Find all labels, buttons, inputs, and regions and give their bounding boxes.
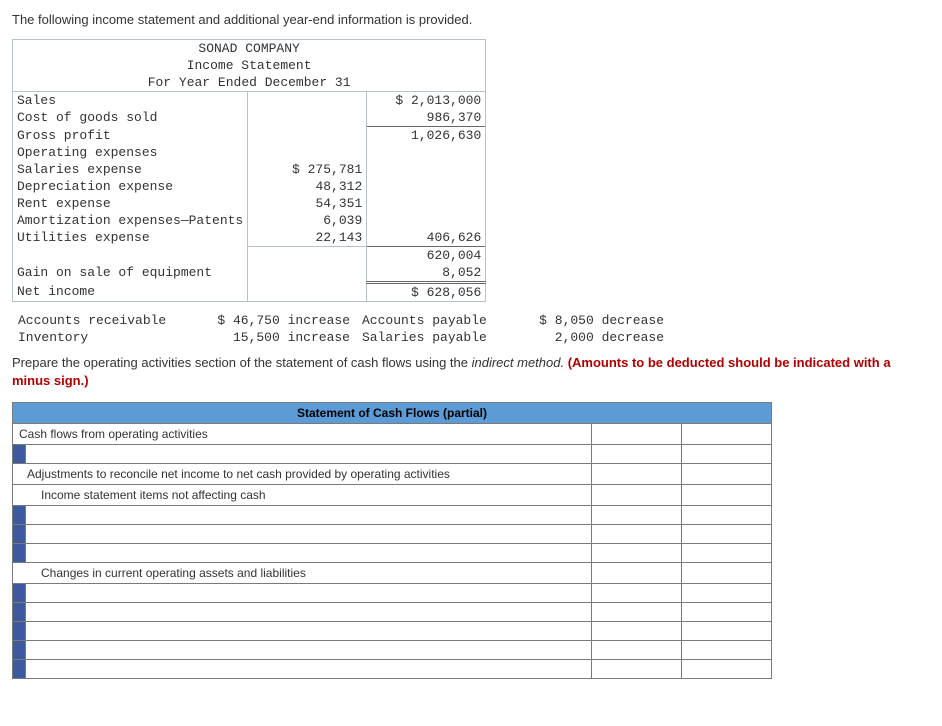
row-cogs-label: Cost of goods sold [13,109,248,127]
cf-row-is-items: Income statement items not affecting cas… [13,485,592,506]
cf-title: Statement of Cash Flows (partial) [13,403,772,424]
cf-marker[interactable] [13,445,26,464]
row-amort-c1: 6,039 [248,212,367,229]
row-sales-c1 [248,92,367,110]
inv-val: 15,500 increase [204,329,356,346]
cf-input-row[interactable] [26,525,592,544]
cf-amt-cell[interactable] [592,525,682,544]
ap-label: Accounts payable [356,312,518,329]
row-subtotal-c2: 620,004 [367,247,486,265]
cf-marker[interactable] [13,622,26,641]
cf-amt-cell[interactable] [682,660,772,679]
sp-val: 2,000 decrease [518,329,670,346]
cf-row-changes: Changes in current operating assets and … [13,563,592,584]
cf-marker[interactable] [13,544,26,563]
cf-amt-cell[interactable] [682,506,772,525]
cf-amt-cell[interactable] [682,445,772,464]
cf-amt-cell[interactable] [682,525,772,544]
ap-val: $ 8,050 decrease [518,312,670,329]
row-gain-c2: 8,052 [367,264,486,283]
cf-input-row[interactable] [26,584,592,603]
row-rent-label: Rent expense [13,195,248,212]
cf-amt-cell[interactable] [682,584,772,603]
row-util-label: Utilities expense [13,229,248,247]
cf-input-row[interactable] [26,506,592,525]
cf-row-adjustments: Adjustments to reconcile net income to n… [13,464,592,485]
cf-amt-cell[interactable] [592,603,682,622]
row-salaries-label: Salaries expense [13,161,248,178]
cf-input-row[interactable] [26,603,592,622]
period: For Year Ended December 31 [13,74,486,92]
cf-amt-cell[interactable] [682,641,772,660]
cf-amt-cell[interactable] [592,660,682,679]
cf-amt-cell[interactable] [682,544,772,563]
instr-italic: indirect method. [472,355,565,370]
row-sales-label: Sales [13,92,248,110]
cf-amt-cell[interactable] [682,424,772,445]
ar-val: $ 46,750 increase [204,312,356,329]
changes-table: Accounts receivable $ 46,750 increase Ac… [12,312,670,346]
cf-row-op-activities: Cash flows from operating activities [13,424,592,445]
cf-amt-cell[interactable] [592,641,682,660]
row-gross-c2: 1,026,630 [367,127,486,145]
row-dep-c1: 48,312 [248,178,367,195]
cf-marker[interactable] [13,584,26,603]
cf-input-row[interactable] [26,622,592,641]
cf-amt-cell[interactable] [592,506,682,525]
row-opex-label: Operating expenses [13,144,248,161]
row-sales-c2: $ 2,013,000 [367,92,486,110]
company-name: SONAD COMPANY [13,40,486,58]
row-gain-label: Gain on sale of equipment [13,264,248,283]
ar-label: Accounts receivable [12,312,204,329]
income-statement-table: SONAD COMPANY Income Statement For Year … [12,39,486,302]
cf-marker[interactable] [13,603,26,622]
cash-flows-table: Statement of Cash Flows (partial) Cash f… [12,402,772,679]
row-dep-label: Depreciation expense [13,178,248,195]
cf-amt-cell[interactable] [682,622,772,641]
row-salaries-c1: $ 275,781 [248,161,367,178]
cf-input-row[interactable] [26,544,592,563]
instr-p1: Prepare the operating activities section… [12,355,472,370]
cf-input-row[interactable] [26,641,592,660]
cf-amt-cell[interactable] [592,464,682,485]
row-util-c1: 22,143 [248,229,367,247]
cf-amt-cell[interactable] [592,485,682,506]
cf-amt-cell[interactable] [592,424,682,445]
cf-amt-cell[interactable] [682,485,772,506]
cf-marker[interactable] [13,506,26,525]
cf-amt-cell[interactable] [592,544,682,563]
sp-label: Salaries payable [356,329,518,346]
intro-text: The following income statement and addit… [12,12,930,27]
statement-title: Income Statement [13,57,486,74]
cf-amt-cell[interactable] [682,603,772,622]
cf-input-row[interactable] [26,660,592,679]
cf-amt-cell[interactable] [592,584,682,603]
row-net-c2: $ 628,056 [367,283,486,302]
cf-amt-cell[interactable] [592,622,682,641]
row-rent-c1: 54,351 [248,195,367,212]
cf-marker[interactable] [13,660,26,679]
row-cogs-c2: 986,370 [367,109,486,127]
row-net-label: Net income [13,283,248,302]
inv-label: Inventory [12,329,204,346]
cf-amt-cell[interactable] [592,445,682,464]
cf-input-row[interactable] [26,445,592,464]
instruction-text: Prepare the operating activities section… [12,354,930,390]
cf-marker[interactable] [13,525,26,544]
cf-amt-cell[interactable] [592,563,682,584]
row-gross-label: Gross profit [13,127,248,145]
cf-amt-cell[interactable] [682,563,772,584]
cf-amt-cell[interactable] [682,464,772,485]
row-amort-label: Amortization expenses—Patents [13,212,248,229]
cf-marker[interactable] [13,641,26,660]
row-util-c2: 406,626 [367,229,486,247]
